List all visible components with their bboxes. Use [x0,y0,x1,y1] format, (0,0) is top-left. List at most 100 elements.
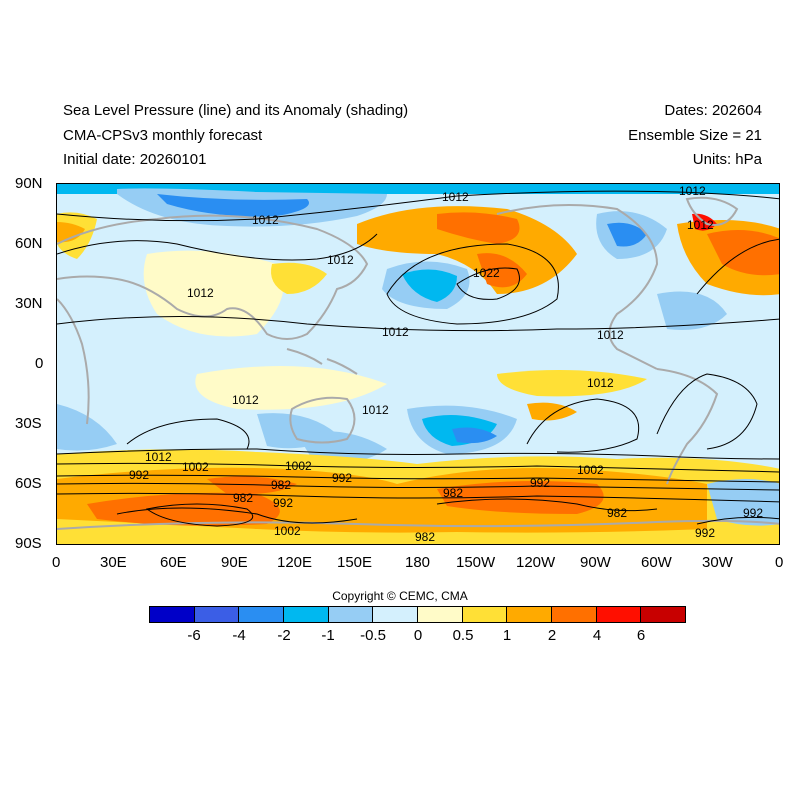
colorbar-label: 0.5 [452,627,474,644]
contour-label: 992 [530,476,550,490]
contour-label: 1012 [145,450,172,464]
y-tick: 30N [15,295,43,312]
contour-1012-asia [57,233,378,261]
anomaly-arctic-strip [57,184,779,194]
contour-labels: 1012 1012 1012 1012 1022 1012 1012 1012 … [129,184,763,544]
colorbar-box [328,607,374,622]
map-plot-area: 1012 1012 1012 1012 1022 1012 1012 1012 … [56,183,780,545]
contour-1002 [57,462,779,473]
colorbar-label: 0 [413,627,423,644]
anomaly-west-pos-core [57,222,85,243]
contour-label: 1012 [327,253,354,267]
contour-1012-satl [656,373,758,450]
colorbar-label: 2 [547,627,557,644]
colorbar-label: 1 [502,627,512,644]
contour-label: 1002 [274,524,301,538]
colorbar-box [284,607,329,622]
colorbar-label: -1 [321,627,335,644]
contour-1022-npac [456,267,520,300]
colorbar [149,606,686,623]
anomaly-southern-ocean-hot2 [207,476,297,495]
contour-982-a [57,492,779,503]
anomaly-epac-yellow [497,370,647,397]
x-tick: 90W [580,554,611,571]
contour-label: 1002 [285,459,312,473]
colorbar-box [507,607,553,622]
x-tick: 120W [516,554,556,571]
anomaly-npac-neg-core [402,269,457,302]
coast-eurasia [57,214,369,340]
colorbar-box [596,607,642,622]
colorbar-label: 6 [636,627,646,644]
contour-1012-south [57,448,779,460]
contour-1012-spac [526,398,639,453]
contour-label: 1002 [577,463,604,477]
x-tick: 30E [100,554,127,571]
colorbar-label: -6 [187,627,201,644]
contour-label: 982 [607,506,627,520]
x-tick: 150E [337,554,373,571]
contour-label: 982 [415,530,435,544]
contour-antarctic-4 [696,516,779,525]
contour-label: 1012 [679,184,706,198]
anomaly-arctic-core [157,194,309,217]
y-tick: 30S [15,415,42,432]
x-tick: 150W [456,554,496,571]
contour-antarctic-3 [436,498,658,512]
coast-greenland [685,196,739,226]
coast-north-america [496,204,659,370]
contour-label: 982 [271,478,291,492]
coastlines [57,196,779,530]
x-tick: 0 [775,554,784,571]
colorbar-box [150,607,195,622]
x-tick: 0 [52,554,61,571]
coast-maritime [286,348,358,375]
x-tick: 30W [702,554,733,571]
contour-1012-natl [696,238,779,295]
title-right-2: Ensemble Size = 21 [628,127,762,144]
anomaly-spac-neg-core2 [452,427,497,444]
title-right-3: Units: hPa [692,151,762,168]
contour-antarctic-1 [116,507,358,524]
colorbar-box [373,607,419,622]
contour-label: 1012 [362,403,389,417]
anomaly-southern-ocean-hot1 [87,492,280,526]
anomaly-antarctic-pale [57,529,779,544]
contour-1012-sio [126,418,250,450]
x-tick: 120E [277,554,313,571]
colorbar-box [641,607,686,622]
anomaly-na-neg-core [607,222,647,247]
coast-south-america [656,368,719,485]
title-left-2: CMA-CPSv3 monthly forecast [63,127,263,144]
contour-label: 982 [233,491,253,505]
y-tick: 0 [35,355,44,372]
colorbar-label: -4 [232,627,246,644]
title-left-3: Initial date: 20260101 [63,151,207,168]
contour-label: 982 [443,486,463,500]
y-tick: 90N [15,175,43,192]
y-tick: 90S [15,535,42,552]
contour-antarctic-2 [145,503,254,527]
contour-label: 992 [129,468,149,482]
title-left-1: Sea Level Pressure (line) and its Anomal… [63,102,409,119]
anomaly-aus-neg [297,431,387,463]
contour-label: 1012 [187,286,214,300]
y-tick: 60S [15,475,42,492]
contour-label: 992 [743,506,763,520]
contour-1012-arctic [57,190,779,222]
anomaly-asia-yellow [271,262,327,294]
anomaly-io-neg [57,404,117,451]
contour-label: 1002 [182,460,209,474]
colorbar-box [194,607,240,622]
colorbar-label: 4 [592,627,602,644]
contour-label: 1012 [232,393,259,407]
anomaly-npac-hot [437,212,520,244]
contour-label: 992 [332,471,352,485]
x-tick: 180 [405,554,431,571]
contour-label: 992 [273,496,293,510]
x-tick: 60W [641,554,672,571]
contour-label: 1012 [442,190,469,204]
title-right-1: Dates: 202604 [664,102,762,119]
colorbar-label: -0.5 [360,627,386,644]
contour-label: 1012 [597,328,624,342]
